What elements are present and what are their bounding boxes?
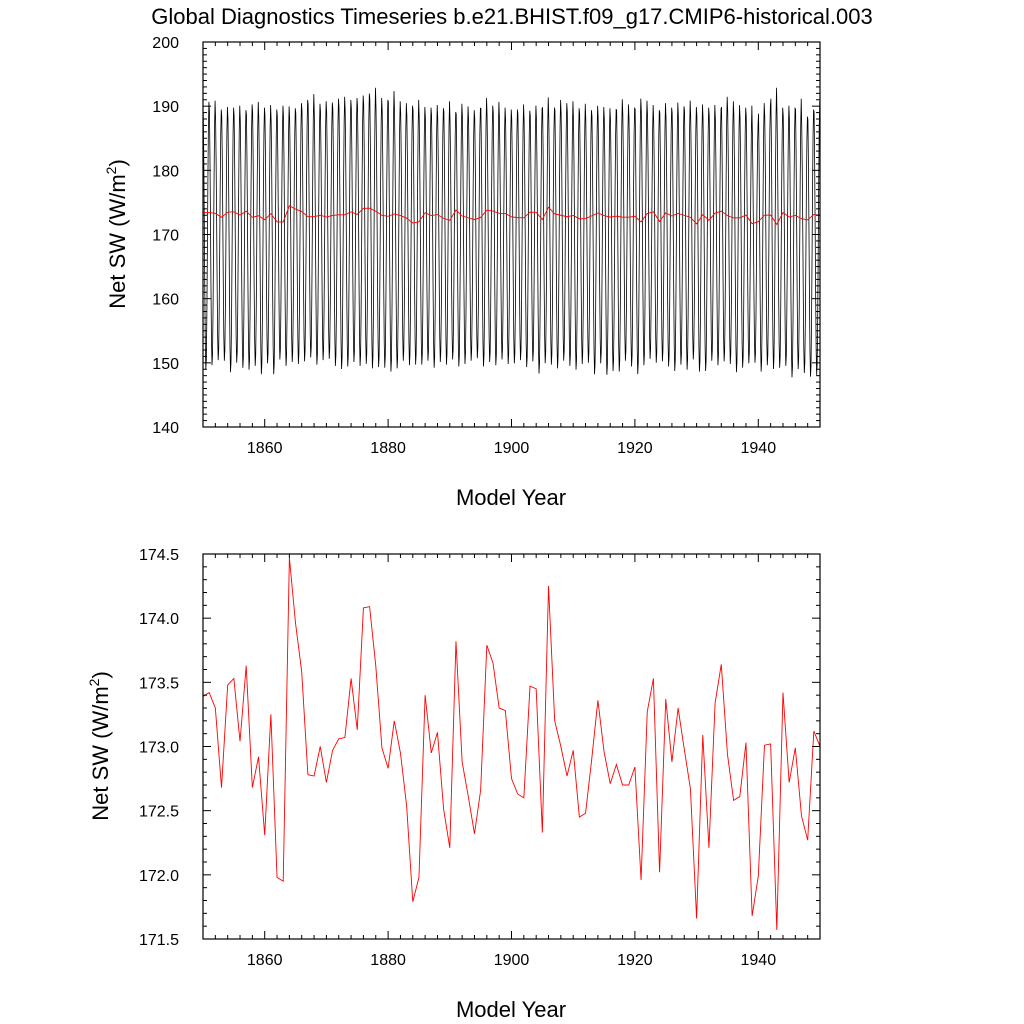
bottom-x-tick-label: 1940 <box>741 952 777 969</box>
monthly-series-line <box>203 87 820 378</box>
annual-mean-series-line <box>203 205 820 226</box>
bottom-ylabel-sup: 2 <box>86 678 102 686</box>
top-x-tick-label: 1940 <box>741 440 777 457</box>
bottom-ylabel-close: ) <box>88 671 113 678</box>
bottom-y-tick-label: 174.0 <box>139 611 179 628</box>
top-x-tick-label: 1920 <box>617 440 653 457</box>
bottom-panel: 1860 1880 1900 1920 1940 171.5 172.0 172.5 173.0… <box>86 547 821 1022</box>
top-y-tick-label: 150 <box>152 356 179 373</box>
bottom-ylabel-main: Net SW (W/m <box>88 686 113 820</box>
bottom-x-tick-label: 1860 <box>247 952 283 969</box>
top-ylabel-main: Net SW (W/m <box>105 174 130 308</box>
bottom-x-tick-label: 1920 <box>617 952 653 969</box>
bottom-y-axis-label: Net SW (W/m2) <box>86 671 113 821</box>
annual-mean-series-line <box>203 557 820 931</box>
top-panel: 1860 1880 1900 1920 1940 140 150 160 170 180 190 20… <box>103 35 821 510</box>
bottom-axis-ticks: 1860 1880 1900 1920 1940 171.5 172.0 172.5 173.0… <box>139 547 821 969</box>
top-x-tick-label: 1860 <box>247 440 283 457</box>
bottom-y-tick-label: 172.5 <box>139 804 179 821</box>
top-ylabel-sup: 2 <box>103 166 119 174</box>
top-plot-area <box>203 87 820 378</box>
top-y-tick-label: 190 <box>152 99 179 116</box>
bottom-plot-frame <box>202 553 821 940</box>
top-x-tick-label: 1880 <box>370 440 406 457</box>
top-y-tick-label: 160 <box>152 292 179 309</box>
bottom-y-tick-label: 171.5 <box>139 932 179 949</box>
top-y-tick-label: 140 <box>152 420 179 437</box>
top-y-tick-label: 180 <box>152 163 179 180</box>
bottom-y-tick-label: 174.5 <box>139 547 179 564</box>
bottom-x-tick-label: 1880 <box>370 952 406 969</box>
bottom-y-tick-label: 173.5 <box>139 675 179 692</box>
chart-title: Global Diagnostics Timeseries b.e21.BHIS… <box>151 4 872 29</box>
top-axis-ticks: 1860 1880 1900 1920 1940 140 150 160 170 180 190 20… <box>152 35 821 457</box>
top-y-axis-label: Net SW (W/m2) <box>103 159 130 309</box>
bottom-y-tick-label: 173.0 <box>139 740 179 757</box>
top-x-tick-label: 1900 <box>494 440 530 457</box>
bottom-plot-area <box>203 557 820 931</box>
top-plot-frame <box>202 41 821 428</box>
top-ylabel-close: ) <box>105 159 130 166</box>
bottom-x-axis-label: Model Year <box>456 997 566 1022</box>
top-x-axis-label: Model Year <box>456 485 566 510</box>
top-y-tick-label: 170 <box>152 228 179 245</box>
top-y-tick-label: 200 <box>152 35 179 52</box>
bottom-y-tick-label: 172.0 <box>139 868 179 885</box>
bottom-x-tick-label: 1900 <box>494 952 530 969</box>
